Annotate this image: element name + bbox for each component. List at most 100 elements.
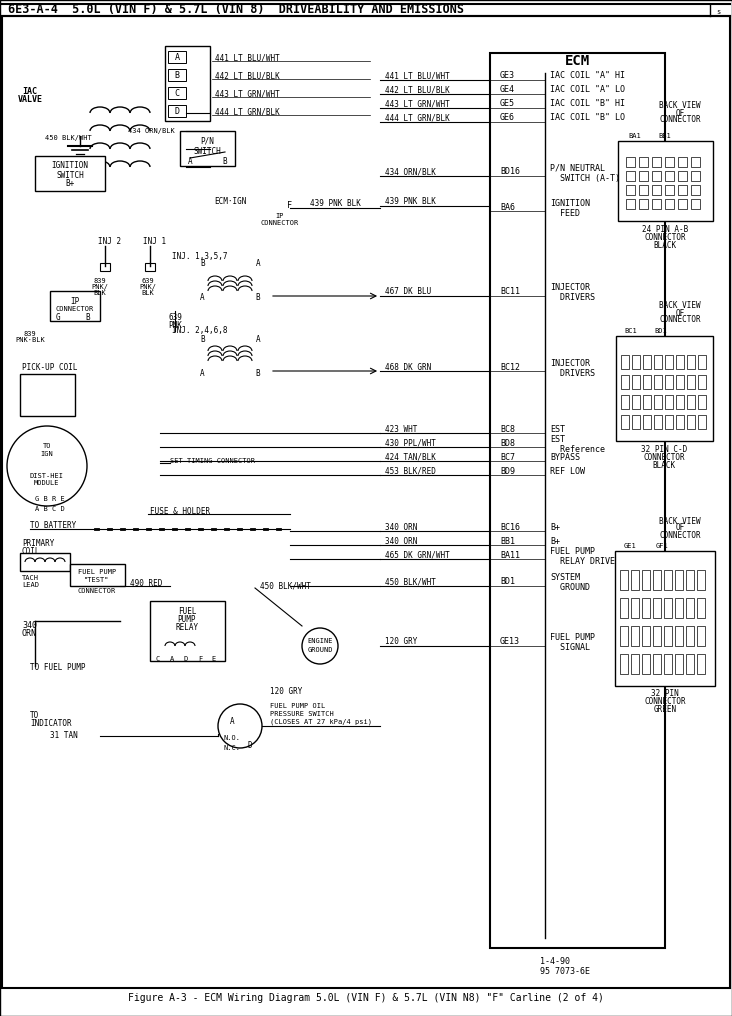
Bar bbox=[643, 355, 651, 369]
Bar bbox=[697, 654, 705, 674]
Bar bbox=[639, 199, 648, 209]
Text: FUEL PUMP: FUEL PUMP bbox=[78, 569, 116, 575]
Bar bbox=[675, 626, 683, 646]
Bar bbox=[665, 355, 673, 369]
Text: BD16: BD16 bbox=[500, 168, 520, 177]
Bar bbox=[652, 157, 661, 167]
Text: TO BATTERY: TO BATTERY bbox=[30, 521, 76, 530]
Text: B: B bbox=[174, 70, 179, 79]
Text: BD8: BD8 bbox=[500, 439, 515, 447]
Bar bbox=[686, 654, 694, 674]
Bar bbox=[621, 375, 629, 389]
Text: ECM: ECM bbox=[565, 54, 590, 68]
Bar bbox=[698, 375, 706, 389]
Text: BACK VIEW: BACK VIEW bbox=[660, 102, 701, 111]
Bar bbox=[665, 171, 674, 181]
Text: B: B bbox=[223, 156, 228, 166]
Text: IAC COIL "B" LO: IAC COIL "B" LO bbox=[550, 114, 625, 123]
Bar bbox=[652, 185, 661, 195]
Text: 439 PNK BLK: 439 PNK BLK bbox=[385, 197, 436, 206]
Bar bbox=[678, 199, 687, 209]
Text: A: A bbox=[200, 369, 205, 378]
Text: 31 TAN: 31 TAN bbox=[50, 732, 78, 741]
Text: SWITCH (A-T): SWITCH (A-T) bbox=[550, 174, 620, 183]
Bar bbox=[632, 355, 640, 369]
Text: A: A bbox=[200, 294, 205, 303]
Bar bbox=[665, 199, 674, 209]
Bar bbox=[697, 626, 705, 646]
Text: 32 PIN C-D: 32 PIN C-D bbox=[641, 445, 687, 453]
Bar bbox=[698, 415, 706, 429]
Bar bbox=[654, 355, 662, 369]
Text: A: A bbox=[230, 717, 234, 726]
Text: 444 LT GRN/BLK: 444 LT GRN/BLK bbox=[385, 114, 449, 123]
Bar bbox=[686, 570, 694, 590]
Bar bbox=[678, 157, 687, 167]
Text: BC8: BC8 bbox=[500, 425, 515, 434]
Bar bbox=[665, 415, 673, 429]
Bar bbox=[631, 626, 639, 646]
Text: BB1: BB1 bbox=[500, 536, 515, 546]
Text: DRIVERS: DRIVERS bbox=[550, 369, 595, 378]
Bar bbox=[652, 171, 661, 181]
Bar bbox=[632, 395, 640, 409]
Bar bbox=[642, 570, 650, 590]
Text: B: B bbox=[255, 369, 260, 378]
Text: PICK-UP COIL: PICK-UP COIL bbox=[22, 364, 78, 373]
Bar bbox=[664, 598, 672, 618]
Text: 24 PIN A-B: 24 PIN A-B bbox=[642, 225, 688, 234]
Bar bbox=[653, 626, 661, 646]
Text: DIST-HEI: DIST-HEI bbox=[30, 473, 64, 479]
Text: PNK·BLK: PNK·BLK bbox=[15, 337, 45, 343]
Text: CONNECTOR: CONNECTOR bbox=[644, 233, 686, 242]
Text: SWITCH: SWITCH bbox=[193, 146, 221, 155]
Text: B+: B+ bbox=[65, 180, 75, 189]
Text: A: A bbox=[187, 156, 193, 166]
Text: CONNECTOR: CONNECTOR bbox=[660, 530, 701, 539]
Text: RELAY: RELAY bbox=[176, 624, 198, 633]
Text: SIGNAL: SIGNAL bbox=[550, 643, 590, 652]
Text: CONNECTOR: CONNECTOR bbox=[644, 698, 686, 706]
Bar bbox=[643, 415, 651, 429]
Text: OF: OF bbox=[676, 523, 684, 532]
Text: BACK VIEW: BACK VIEW bbox=[660, 302, 701, 311]
Text: TO: TO bbox=[42, 443, 51, 449]
Text: GE3: GE3 bbox=[500, 71, 515, 80]
Text: IP: IP bbox=[276, 213, 284, 219]
Bar bbox=[620, 570, 628, 590]
Bar bbox=[687, 355, 695, 369]
Bar bbox=[675, 654, 683, 674]
Bar bbox=[654, 415, 662, 429]
Bar bbox=[643, 395, 651, 409]
Text: ENGINE: ENGINE bbox=[307, 638, 333, 644]
Bar bbox=[664, 570, 672, 590]
Text: 120 GRY: 120 GRY bbox=[270, 687, 302, 696]
Text: MODULE: MODULE bbox=[34, 480, 60, 486]
Text: 423 WHT: 423 WHT bbox=[385, 425, 417, 434]
Text: A: A bbox=[255, 259, 260, 268]
Bar bbox=[168, 69, 186, 81]
Text: 450 BLK/WHT: 450 BLK/WHT bbox=[260, 581, 311, 590]
Bar bbox=[620, 598, 628, 618]
Text: B: B bbox=[200, 259, 205, 268]
Text: BA6: BA6 bbox=[500, 202, 515, 211]
Text: BLK: BLK bbox=[94, 290, 106, 296]
Text: PNK/: PNK/ bbox=[92, 284, 108, 290]
Bar bbox=[691, 185, 700, 195]
Bar bbox=[490, 53, 665, 948]
Bar bbox=[35, 156, 105, 191]
Text: CONNECTOR: CONNECTOR bbox=[78, 588, 116, 594]
Bar bbox=[616, 336, 713, 441]
Text: FUEL PUMP: FUEL PUMP bbox=[550, 634, 595, 642]
Text: A B C D: A B C D bbox=[35, 506, 64, 512]
Bar bbox=[676, 415, 684, 429]
Bar bbox=[145, 263, 155, 271]
Text: 453 BLK/RED: 453 BLK/RED bbox=[385, 466, 436, 475]
Bar bbox=[100, 263, 110, 271]
Bar bbox=[675, 570, 683, 590]
Bar bbox=[631, 598, 639, 618]
Bar bbox=[676, 355, 684, 369]
Text: BD1: BD1 bbox=[500, 577, 515, 586]
Text: PRESSURE SWITCH: PRESSURE SWITCH bbox=[270, 711, 334, 717]
Text: 95 7073-6E: 95 7073-6E bbox=[540, 966, 590, 975]
